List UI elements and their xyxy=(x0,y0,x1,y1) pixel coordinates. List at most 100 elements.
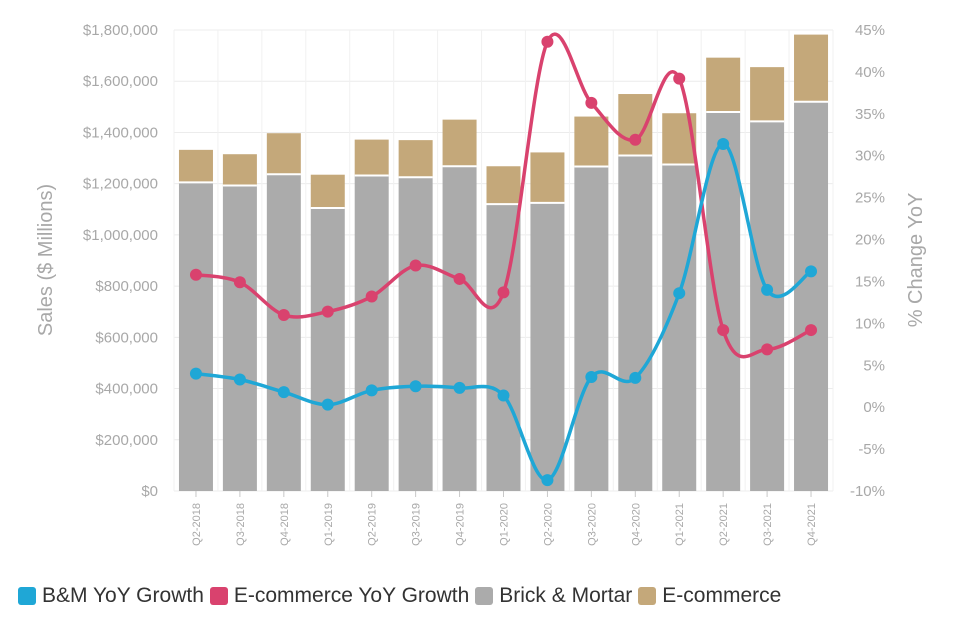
bm-growth-point xyxy=(409,380,422,393)
y-tick-label: $200,000 xyxy=(95,432,158,449)
bar-ecommerce xyxy=(794,34,829,102)
y-tick-label: $800,000 xyxy=(95,278,158,295)
bar-brick-mortar xyxy=(442,166,477,492)
left-axis-ticks: $0 $200,000 $400,000 $600,000 $800,000 $1,000… xyxy=(83,22,158,500)
bm-growth-point xyxy=(585,371,598,384)
y-tick-label: $0 xyxy=(141,483,158,500)
x-tick-label: Q3-2020 xyxy=(586,503,598,546)
y2-axis-title: % Change YoY xyxy=(905,193,927,328)
legend-label: E-commerce xyxy=(662,584,782,607)
legend-item: B&M YoY Growth xyxy=(18,584,204,608)
x-tick-label: Q2-2018 xyxy=(191,503,203,546)
ecommerce-growth-point xyxy=(629,133,642,146)
bar-brick-mortar xyxy=(310,207,345,491)
ecommerce-growth-point xyxy=(365,290,378,303)
bar-ecommerce xyxy=(574,116,609,167)
ecommerce-growth-point xyxy=(189,268,202,281)
ecommerce-growth-point xyxy=(233,276,246,289)
x-tick-label: Q4-2021 xyxy=(806,503,818,546)
y2-tick-label: 15% xyxy=(855,273,885,290)
y-tick-label: $1,600,000 xyxy=(83,73,158,90)
y-axis-title: Sales ($ Millions) xyxy=(35,184,57,336)
legend-item: E-commerce YoY Growth xyxy=(209,584,470,608)
y2-tick-label: 5% xyxy=(863,357,885,374)
legend-swatch xyxy=(638,587,657,605)
bar-series xyxy=(178,34,829,492)
bm-growth-point xyxy=(321,398,334,411)
bar-brick-mortar xyxy=(266,174,301,491)
x-tick-label: Q4-2018 xyxy=(279,503,291,546)
right-axis-ticks: -10% -5% 0% 5% 10% 15% 20% 25% 30% 35% 40% 45% xyxy=(850,22,885,500)
bar-ecommerce xyxy=(266,133,301,175)
bm-growth-point xyxy=(233,373,246,386)
bm-growth-point xyxy=(805,265,818,278)
x-tick-label: Q1-2021 xyxy=(674,503,686,546)
x-tick-label: Q3-2021 xyxy=(762,503,774,546)
y-tick-label: $1,800,000 xyxy=(83,22,158,39)
x-axis-ticks: Q2-2018 Q3-2018 Q4-2018 Q1-2019 Q2-2019 Q3-20… xyxy=(191,491,818,546)
ecommerce-growth-point xyxy=(497,286,510,299)
bm-growth-point xyxy=(629,371,642,384)
y-tick-label: $1,400,000 xyxy=(83,124,158,141)
bar-ecommerce xyxy=(706,57,741,112)
y2-tick-label: 25% xyxy=(855,190,885,207)
bar-brick-mortar xyxy=(398,177,433,491)
ecommerce-growth-point xyxy=(277,308,290,321)
y2-tick-label: 20% xyxy=(855,232,885,249)
y2-tick-label: 0% xyxy=(863,399,885,416)
bm-growth-point xyxy=(365,384,378,397)
ecommerce-growth-point xyxy=(409,259,422,272)
bar-ecommerce xyxy=(442,119,477,167)
legend-label: E-commerce YoY Growth xyxy=(233,584,470,607)
bar-brick-mortar xyxy=(574,166,609,492)
y2-tick-label: 45% xyxy=(855,22,885,39)
bm-growth-point xyxy=(541,474,554,487)
y-tick-label: $600,000 xyxy=(95,329,158,346)
bm-growth-point xyxy=(717,137,730,150)
legend-item: Brick & Mortar xyxy=(475,584,632,608)
y-tick-label: $1,200,000 xyxy=(83,176,158,193)
bar-brick-mortar xyxy=(354,175,389,491)
line-series xyxy=(189,32,818,487)
ecommerce-growth-point xyxy=(321,305,334,318)
bar-brick-mortar xyxy=(706,111,741,491)
bar-ecommerce xyxy=(530,152,565,203)
bm-growth-point xyxy=(453,381,466,394)
bar-brick-mortar xyxy=(178,182,213,491)
bm-growth-point xyxy=(189,367,202,380)
bm-growth-point xyxy=(761,283,774,296)
bm-growth-point xyxy=(497,389,510,402)
ecommerce-growth-point xyxy=(717,324,730,337)
bar-ecommerce xyxy=(486,166,521,205)
legend: B&M YoY Growth E-commerce YoY Growth Brick… xyxy=(18,584,787,608)
legend-swatch xyxy=(475,587,494,605)
x-tick-label: Q3-2018 xyxy=(235,503,247,546)
bar-brick-mortar xyxy=(794,101,829,491)
bar-brick-mortar xyxy=(530,202,565,491)
bar-ecommerce xyxy=(222,154,257,186)
y2-tick-label: 35% xyxy=(855,106,885,123)
legend-item: E-commerce xyxy=(638,584,781,608)
bar-brick-mortar xyxy=(486,204,521,491)
bar-brick-mortar xyxy=(662,164,697,492)
legend-label: Brick & Mortar xyxy=(499,584,633,607)
ecommerce-growth-point xyxy=(805,324,818,337)
x-tick-label: Q3-2019 xyxy=(411,503,423,546)
bar-brick-mortar xyxy=(618,155,653,491)
x-tick-label: Q1-2019 xyxy=(323,503,335,546)
y-tick-label: $400,000 xyxy=(95,381,158,398)
bar-ecommerce xyxy=(178,149,213,183)
x-tick-label: Q1-2020 xyxy=(499,503,511,546)
bar-ecommerce xyxy=(354,139,389,176)
bm-growth-point xyxy=(277,386,290,399)
y2-tick-label: 10% xyxy=(855,315,885,332)
bar-brick-mortar xyxy=(750,121,785,491)
x-tick-label: Q2-2019 xyxy=(367,503,379,546)
bar-ecommerce xyxy=(398,140,433,178)
ecommerce-growth-point xyxy=(453,272,466,285)
bm-growth-point xyxy=(673,287,686,300)
bar-ecommerce xyxy=(750,67,785,122)
legend-swatch xyxy=(209,587,228,605)
ecommerce-growth-point xyxy=(541,35,554,48)
